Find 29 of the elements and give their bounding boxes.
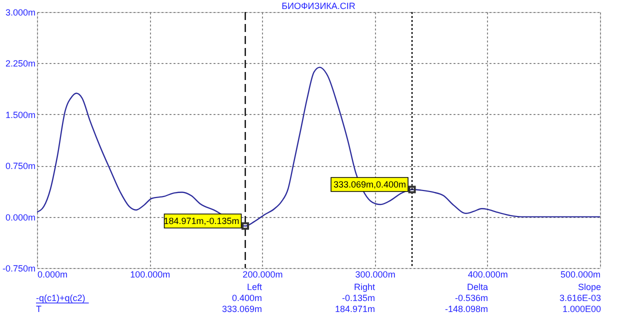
text: 184.971m [334,304,375,314]
x-tick-label: 500.000m [560,270,600,280]
chart-title: БИОФИЗИКА.CIR [282,1,356,11]
x-tick-label: 400.000m [468,270,508,280]
text: 3.616E-03 [559,293,601,303]
y-tick-label: 3.000m [5,8,36,18]
text: Left [246,282,262,292]
text: 333.069m [222,304,262,314]
x-tick-label: 100.000m [130,270,170,280]
text: -148.098m [444,304,488,314]
text: Slope [578,282,601,292]
text: -q(c1)+q(c2) [36,293,86,303]
text: -0.135m [342,293,375,303]
annotation: 184.971m,-0.135m [164,216,240,226]
text: T [36,304,42,314]
x-tick-label: 0.000m [38,270,68,280]
x-tick-label: 200.000m [242,270,283,280]
y-tick-label: -0.750m [2,264,36,274]
text: Delta [466,282,488,292]
y-tick-label: 0.750m [5,161,36,172]
text: 1.000E00 [562,304,601,314]
y-tick-label: 2.250m [5,58,36,69]
text: 0.400m [232,293,262,303]
y-tick-label: 0.000m [5,212,36,222]
text: -0.536m [454,293,488,303]
y-tick-label: 1.500m [5,110,36,120]
annotation: 333.069m,0.400m [333,179,406,190]
x-tick-label: 300.000m [355,270,396,280]
text: Right [354,282,376,292]
